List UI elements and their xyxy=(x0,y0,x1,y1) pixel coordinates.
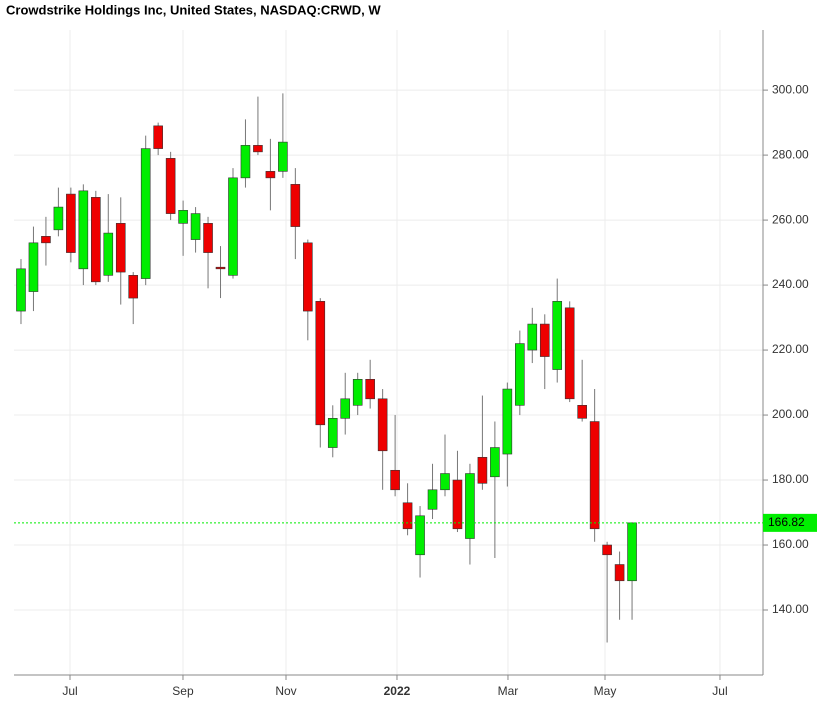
candle-body xyxy=(290,184,301,227)
candle-body xyxy=(153,125,163,149)
y-tick-label: 260.00 xyxy=(772,212,809,226)
candle-body xyxy=(178,210,188,224)
candle-body xyxy=(228,177,238,276)
last-price-box xyxy=(763,513,817,532)
candle-body xyxy=(352,379,363,406)
candle-body xyxy=(490,447,500,478)
x-tick-label: Sep xyxy=(172,684,194,698)
candle-body xyxy=(215,266,226,270)
y-tick-label: 140.00 xyxy=(772,602,809,616)
candle-body xyxy=(602,544,612,556)
candle-body xyxy=(365,379,375,400)
candle-body xyxy=(78,190,89,270)
y-tick-label: 220.00 xyxy=(772,342,809,356)
x-tick-label: Mar xyxy=(498,684,519,698)
y-tick-label: 180.00 xyxy=(772,472,809,486)
candle-body xyxy=(427,489,438,510)
y-tick-label: 300.00 xyxy=(772,82,809,96)
y-tick-label: 200.00 xyxy=(772,407,809,421)
candle-body xyxy=(539,323,550,357)
candle-body xyxy=(53,206,64,231)
candle-body xyxy=(66,193,76,253)
candle-body xyxy=(115,223,126,273)
y-tick-label: 280.00 xyxy=(772,147,809,161)
x-tick-label: May xyxy=(594,684,617,698)
candle-body xyxy=(377,398,388,452)
candle-body xyxy=(340,398,351,419)
candle-body xyxy=(552,301,563,370)
x-tick-label: Nov xyxy=(275,684,296,698)
candle-body xyxy=(165,158,176,214)
candle-body xyxy=(203,223,213,253)
candle-body xyxy=(452,479,463,530)
candle-body xyxy=(190,213,201,240)
candle-body xyxy=(527,323,538,351)
candle-body xyxy=(390,469,400,491)
candle-body xyxy=(28,242,39,292)
x-tick-label: Jul xyxy=(712,684,727,698)
candle-body xyxy=(477,456,488,484)
candle-body xyxy=(16,268,26,312)
candle-body xyxy=(91,197,101,283)
candle-body xyxy=(564,307,575,400)
candle-body xyxy=(577,405,587,419)
candle-body xyxy=(265,171,276,179)
y-tick-label: 160.00 xyxy=(772,537,809,551)
candle-body xyxy=(240,145,251,179)
candle-body xyxy=(103,232,114,276)
candle-body xyxy=(278,141,288,172)
x-tick-label: Jul xyxy=(62,684,77,698)
candle-body xyxy=(415,515,425,556)
last-price-label: 166.82 xyxy=(768,515,805,529)
candle-body xyxy=(253,145,263,153)
candle-body xyxy=(589,421,600,530)
candle-body xyxy=(140,148,151,279)
candle-body xyxy=(327,417,338,448)
candle-body xyxy=(128,275,139,299)
candle-body xyxy=(41,236,51,244)
chart-title: Crowdstrike Holdings Inc, United States,… xyxy=(6,2,381,17)
candle-body xyxy=(315,301,326,426)
candle-body xyxy=(627,522,637,582)
x-tick-label: 2022 xyxy=(384,684,411,698)
candle-body xyxy=(440,473,450,491)
candle-body xyxy=(402,502,413,530)
candle-body xyxy=(614,564,625,582)
candle-body xyxy=(465,473,475,539)
candle-body xyxy=(515,343,525,406)
y-tick-label: 240.00 xyxy=(772,277,809,291)
candle-body xyxy=(303,242,313,312)
candle-body xyxy=(502,388,513,455)
